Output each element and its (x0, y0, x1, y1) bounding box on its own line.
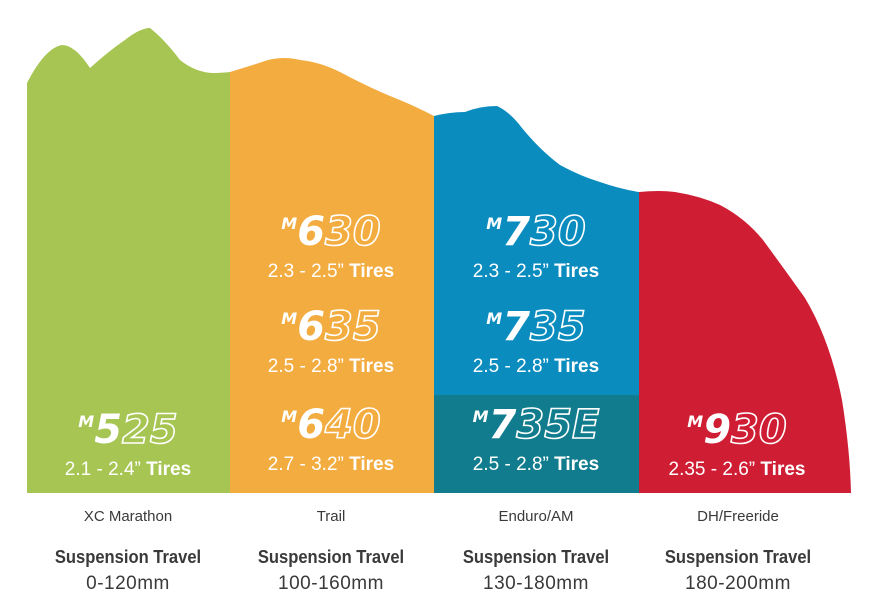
model-logo-m630: M630 (281, 209, 380, 255)
model-logo-m730: M730 (486, 209, 585, 255)
dh-freeride-section (639, 191, 851, 493)
tire-size-m735e: 2.5 - 2.8” Tires (473, 454, 599, 475)
category-dh-freeride: DH/Freeride (697, 508, 779, 525)
trail-section (230, 58, 434, 493)
model-logo-m735e: M735E (473, 402, 600, 448)
tire-size-m730: 2.3 - 2.5” Tires (473, 261, 599, 282)
enduro-e-band (434, 395, 639, 493)
tire-size-m930: 2.35 - 2.6” Tires (669, 459, 806, 480)
suspension-title-dh: Suspension Travel (664, 547, 812, 567)
model-logo-m640: M640 (281, 402, 380, 448)
suspension-title-trail: Suspension Travel (257, 547, 405, 567)
suspension-value-enduro: 130-180mm (483, 573, 589, 594)
model-logo-m930: M930 (687, 407, 786, 453)
category-trail: Trail (316, 508, 346, 525)
tire-size-m735: 2.5 - 2.8” Tires (473, 356, 599, 377)
model-logo-m525: M525 (78, 407, 177, 453)
xc-marathon-section (27, 28, 230, 493)
category-xc-marathon: XC Marathon (83, 508, 173, 525)
suspension-title-enduro: Suspension Travel (462, 547, 610, 567)
suspension-value-dh: 180-200mm (685, 573, 791, 594)
model-logo-m635: M635 (281, 304, 380, 350)
tire-size-m640: 2.7 - 3.2” Tires (268, 454, 394, 475)
suspension-value-trail: 100-160mm (278, 573, 384, 594)
suspension-title-xc: Suspension Travel (54, 547, 202, 567)
suspension-value-xc: 0-120mm (86, 573, 170, 594)
tire-size-m635: 2.5 - 2.8” Tires (268, 356, 394, 377)
model-logo-m735: M735 (486, 304, 585, 350)
category-enduro: Enduro/AM (498, 508, 574, 525)
tire-size-m630: 2.3 - 2.5” Tires (268, 261, 394, 282)
tire-size-m525: 2.1 - 2.4” Tires (65, 459, 191, 480)
